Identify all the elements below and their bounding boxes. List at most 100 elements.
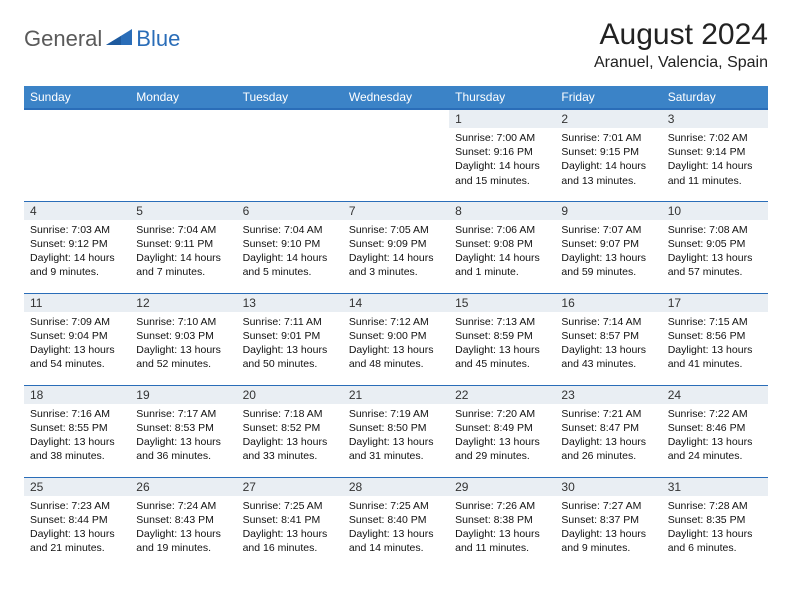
day-number: 11	[24, 294, 130, 312]
day-body: Sunrise: 7:28 AMSunset: 8:35 PMDaylight:…	[662, 496, 768, 560]
day-body: Sunrise: 7:00 AMSunset: 9:16 PMDaylight:…	[449, 128, 555, 192]
logo-text-blue: Blue	[136, 26, 180, 52]
day-number	[343, 110, 449, 128]
weekday-header: Thursday	[449, 86, 555, 109]
weekday-header: Tuesday	[237, 86, 343, 109]
title-block: August 2024 Aranuel, Valencia, Spain	[594, 18, 768, 72]
day-number	[237, 110, 343, 128]
calendar-day-cell: 5Sunrise: 7:04 AMSunset: 9:11 PMDaylight…	[130, 201, 236, 293]
day-number: 3	[662, 110, 768, 128]
day-body: Sunrise: 7:14 AMSunset: 8:57 PMDaylight:…	[555, 312, 661, 376]
day-body: Sunrise: 7:13 AMSunset: 8:59 PMDaylight:…	[449, 312, 555, 376]
calendar-day-cell: 11Sunrise: 7:09 AMSunset: 9:04 PMDayligh…	[24, 293, 130, 385]
day-number	[130, 110, 236, 128]
calendar-day-cell: 18Sunrise: 7:16 AMSunset: 8:55 PMDayligh…	[24, 385, 130, 477]
calendar-table: Sunday Monday Tuesday Wednesday Thursday…	[24, 86, 768, 569]
day-body: Sunrise: 7:18 AMSunset: 8:52 PMDaylight:…	[237, 404, 343, 468]
weekday-header: Wednesday	[343, 86, 449, 109]
calendar-day-cell: 15Sunrise: 7:13 AMSunset: 8:59 PMDayligh…	[449, 293, 555, 385]
day-body: Sunrise: 7:09 AMSunset: 9:04 PMDaylight:…	[24, 312, 130, 376]
calendar-body: 1Sunrise: 7:00 AMSunset: 9:16 PMDaylight…	[24, 109, 768, 569]
day-number: 12	[130, 294, 236, 312]
day-number: 15	[449, 294, 555, 312]
calendar-day-cell: 6Sunrise: 7:04 AMSunset: 9:10 PMDaylight…	[237, 201, 343, 293]
calendar-day-cell: 24Sunrise: 7:22 AMSunset: 8:46 PMDayligh…	[662, 385, 768, 477]
day-number	[24, 110, 130, 128]
day-body: Sunrise: 7:24 AMSunset: 8:43 PMDaylight:…	[130, 496, 236, 560]
calendar-day-cell: 20Sunrise: 7:18 AMSunset: 8:52 PMDayligh…	[237, 385, 343, 477]
calendar-day-cell: 22Sunrise: 7:20 AMSunset: 8:49 PMDayligh…	[449, 385, 555, 477]
logo-triangle-icon	[106, 27, 132, 52]
day-body: Sunrise: 7:23 AMSunset: 8:44 PMDaylight:…	[24, 496, 130, 560]
day-body: Sunrise: 7:19 AMSunset: 8:50 PMDaylight:…	[343, 404, 449, 468]
day-number: 21	[343, 386, 449, 404]
day-number: 9	[555, 202, 661, 220]
calendar-day-cell: 14Sunrise: 7:12 AMSunset: 9:00 PMDayligh…	[343, 293, 449, 385]
day-body: Sunrise: 7:06 AMSunset: 9:08 PMDaylight:…	[449, 220, 555, 284]
calendar-week-row: 1Sunrise: 7:00 AMSunset: 9:16 PMDaylight…	[24, 109, 768, 201]
calendar-day-cell: 30Sunrise: 7:27 AMSunset: 8:37 PMDayligh…	[555, 477, 661, 569]
day-number: 16	[555, 294, 661, 312]
day-number: 24	[662, 386, 768, 404]
day-number: 27	[237, 478, 343, 496]
day-number: 2	[555, 110, 661, 128]
calendar-week-row: 18Sunrise: 7:16 AMSunset: 8:55 PMDayligh…	[24, 385, 768, 477]
calendar-week-row: 11Sunrise: 7:09 AMSunset: 9:04 PMDayligh…	[24, 293, 768, 385]
calendar-day-cell	[24, 109, 130, 201]
calendar-day-cell: 16Sunrise: 7:14 AMSunset: 8:57 PMDayligh…	[555, 293, 661, 385]
day-body: Sunrise: 7:26 AMSunset: 8:38 PMDaylight:…	[449, 496, 555, 560]
calendar-day-cell: 19Sunrise: 7:17 AMSunset: 8:53 PMDayligh…	[130, 385, 236, 477]
day-body: Sunrise: 7:03 AMSunset: 9:12 PMDaylight:…	[24, 220, 130, 284]
day-body: Sunrise: 7:05 AMSunset: 9:09 PMDaylight:…	[343, 220, 449, 284]
day-body: Sunrise: 7:10 AMSunset: 9:03 PMDaylight:…	[130, 312, 236, 376]
day-number: 5	[130, 202, 236, 220]
calendar-day-cell: 7Sunrise: 7:05 AMSunset: 9:09 PMDaylight…	[343, 201, 449, 293]
day-number: 7	[343, 202, 449, 220]
day-number: 1	[449, 110, 555, 128]
weekday-header: Saturday	[662, 86, 768, 109]
day-body: Sunrise: 7:21 AMSunset: 8:47 PMDaylight:…	[555, 404, 661, 468]
day-body: Sunrise: 7:07 AMSunset: 9:07 PMDaylight:…	[555, 220, 661, 284]
day-number: 13	[237, 294, 343, 312]
day-number: 20	[237, 386, 343, 404]
day-number: 29	[449, 478, 555, 496]
day-number: 22	[449, 386, 555, 404]
calendar-day-cell: 23Sunrise: 7:21 AMSunset: 8:47 PMDayligh…	[555, 385, 661, 477]
weekday-header: Monday	[130, 86, 236, 109]
day-body: Sunrise: 7:27 AMSunset: 8:37 PMDaylight:…	[555, 496, 661, 560]
calendar-day-cell: 26Sunrise: 7:24 AMSunset: 8:43 PMDayligh…	[130, 477, 236, 569]
day-body: Sunrise: 7:25 AMSunset: 8:40 PMDaylight:…	[343, 496, 449, 560]
day-number: 18	[24, 386, 130, 404]
calendar-day-cell: 31Sunrise: 7:28 AMSunset: 8:35 PMDayligh…	[662, 477, 768, 569]
day-body: Sunrise: 7:25 AMSunset: 8:41 PMDaylight:…	[237, 496, 343, 560]
day-number: 31	[662, 478, 768, 496]
calendar-day-cell: 21Sunrise: 7:19 AMSunset: 8:50 PMDayligh…	[343, 385, 449, 477]
day-number: 23	[555, 386, 661, 404]
calendar-day-cell: 29Sunrise: 7:26 AMSunset: 8:38 PMDayligh…	[449, 477, 555, 569]
month-title: August 2024	[594, 18, 768, 52]
calendar-week-row: 4Sunrise: 7:03 AMSunset: 9:12 PMDaylight…	[24, 201, 768, 293]
day-number: 19	[130, 386, 236, 404]
calendar-day-cell: 1Sunrise: 7:00 AMSunset: 9:16 PMDaylight…	[449, 109, 555, 201]
logo: General Blue	[24, 18, 180, 52]
calendar-day-cell: 13Sunrise: 7:11 AMSunset: 9:01 PMDayligh…	[237, 293, 343, 385]
calendar-day-cell: 17Sunrise: 7:15 AMSunset: 8:56 PMDayligh…	[662, 293, 768, 385]
calendar-week-row: 25Sunrise: 7:23 AMSunset: 8:44 PMDayligh…	[24, 477, 768, 569]
calendar-day-cell	[343, 109, 449, 201]
day-number: 26	[130, 478, 236, 496]
logo-text-general: General	[24, 26, 102, 52]
weekday-header: Sunday	[24, 86, 130, 109]
day-body: Sunrise: 7:12 AMSunset: 9:00 PMDaylight:…	[343, 312, 449, 376]
day-body: Sunrise: 7:16 AMSunset: 8:55 PMDaylight:…	[24, 404, 130, 468]
calendar-day-cell: 3Sunrise: 7:02 AMSunset: 9:14 PMDaylight…	[662, 109, 768, 201]
day-body: Sunrise: 7:08 AMSunset: 9:05 PMDaylight:…	[662, 220, 768, 284]
calendar-day-cell	[237, 109, 343, 201]
day-number: 25	[24, 478, 130, 496]
day-body: Sunrise: 7:02 AMSunset: 9:14 PMDaylight:…	[662, 128, 768, 192]
calendar-day-cell: 27Sunrise: 7:25 AMSunset: 8:41 PMDayligh…	[237, 477, 343, 569]
day-number: 10	[662, 202, 768, 220]
calendar-day-cell: 28Sunrise: 7:25 AMSunset: 8:40 PMDayligh…	[343, 477, 449, 569]
weekday-header: Friday	[555, 86, 661, 109]
day-number: 4	[24, 202, 130, 220]
header: General Blue August 2024 Aranuel, Valenc…	[24, 18, 768, 72]
